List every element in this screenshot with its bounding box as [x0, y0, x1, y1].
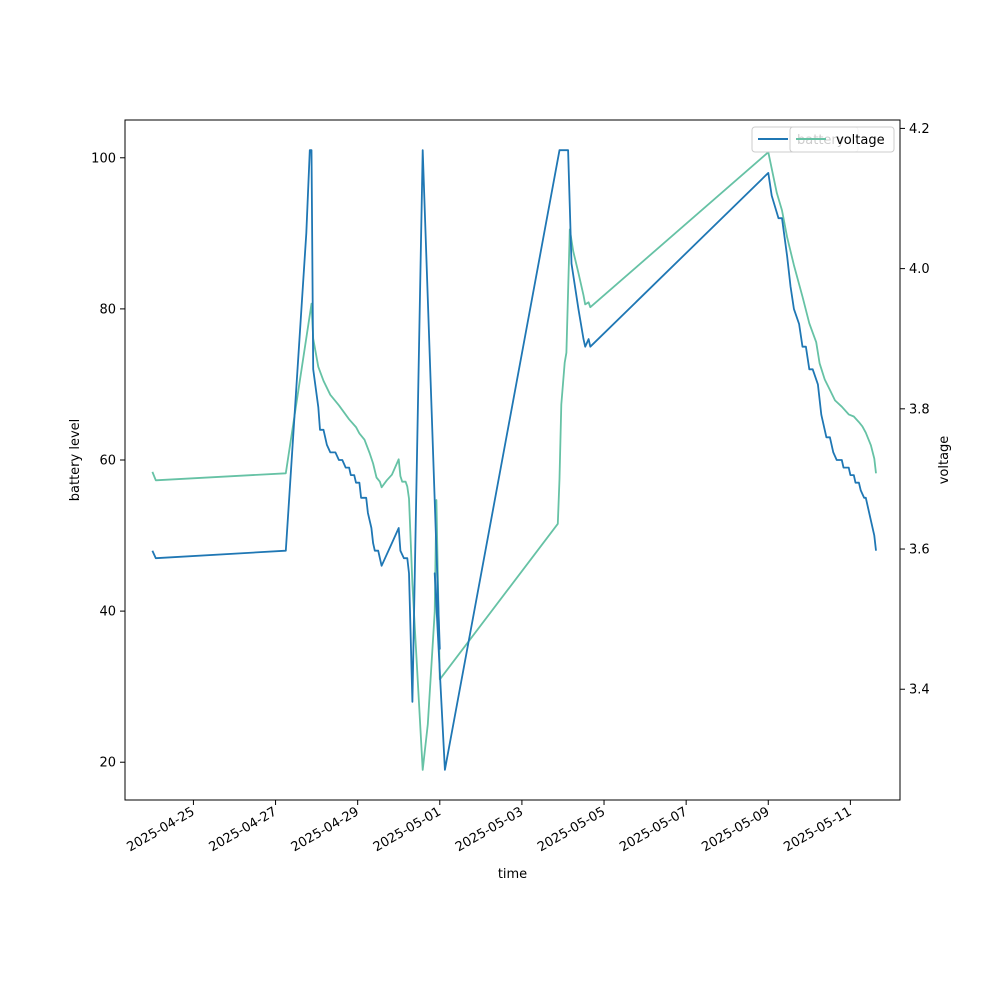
y-left-tick-label: 40: [99, 605, 116, 620]
y-right-tick-label: 3.8: [909, 402, 930, 417]
x-tick-label: 2025-04-25: [124, 804, 197, 855]
y-right-tick-label: 3.4: [909, 683, 930, 698]
series-line-battery: [151, 149, 877, 771]
y-right-tick-label: 3.6: [909, 543, 930, 558]
y-left-tick-label: 20: [99, 756, 116, 771]
x-tick-label: 2025-04-27: [207, 804, 280, 855]
x-tick-label: 2025-05-01: [371, 804, 444, 855]
y-left-tick-label: 100: [91, 151, 116, 166]
y-left-tick-label: 60: [99, 454, 116, 469]
x-tick-label: 2025-04-29: [289, 804, 362, 855]
x-tick-label: 2025-05-05: [535, 804, 608, 855]
y-right-tick-label: 4.2: [909, 122, 930, 137]
y-axis-right: 3.4 3.6 3.8 4.0 4.2: [900, 122, 930, 698]
legend-voltage-label: voltage: [836, 133, 885, 148]
x-tick-label: 2025-05-07: [617, 804, 690, 855]
y-axis-right-title: voltage: [937, 436, 952, 485]
x-tick-label: 2025-05-03: [453, 804, 526, 855]
x-tick-label: 2025-05-09: [699, 804, 772, 855]
x-axis: 2025-04-25 2025-04-27 2025-04-29 2025-05-01…: [124, 800, 854, 855]
y-axis-left-title: battery level: [68, 419, 83, 502]
x-axis-title: time: [498, 867, 527, 882]
y-left-tick-label: 80: [99, 302, 116, 317]
y-axis-left: 20 40 60 80 100: [91, 151, 125, 771]
plot-lines: [151, 149, 877, 771]
legend-voltage: voltage: [789, 126, 895, 153]
y-right-tick-label: 4.0: [909, 262, 930, 277]
series-line-voltage: [151, 151, 877, 771]
x-tick-label: 2025-05-11: [781, 804, 854, 855]
